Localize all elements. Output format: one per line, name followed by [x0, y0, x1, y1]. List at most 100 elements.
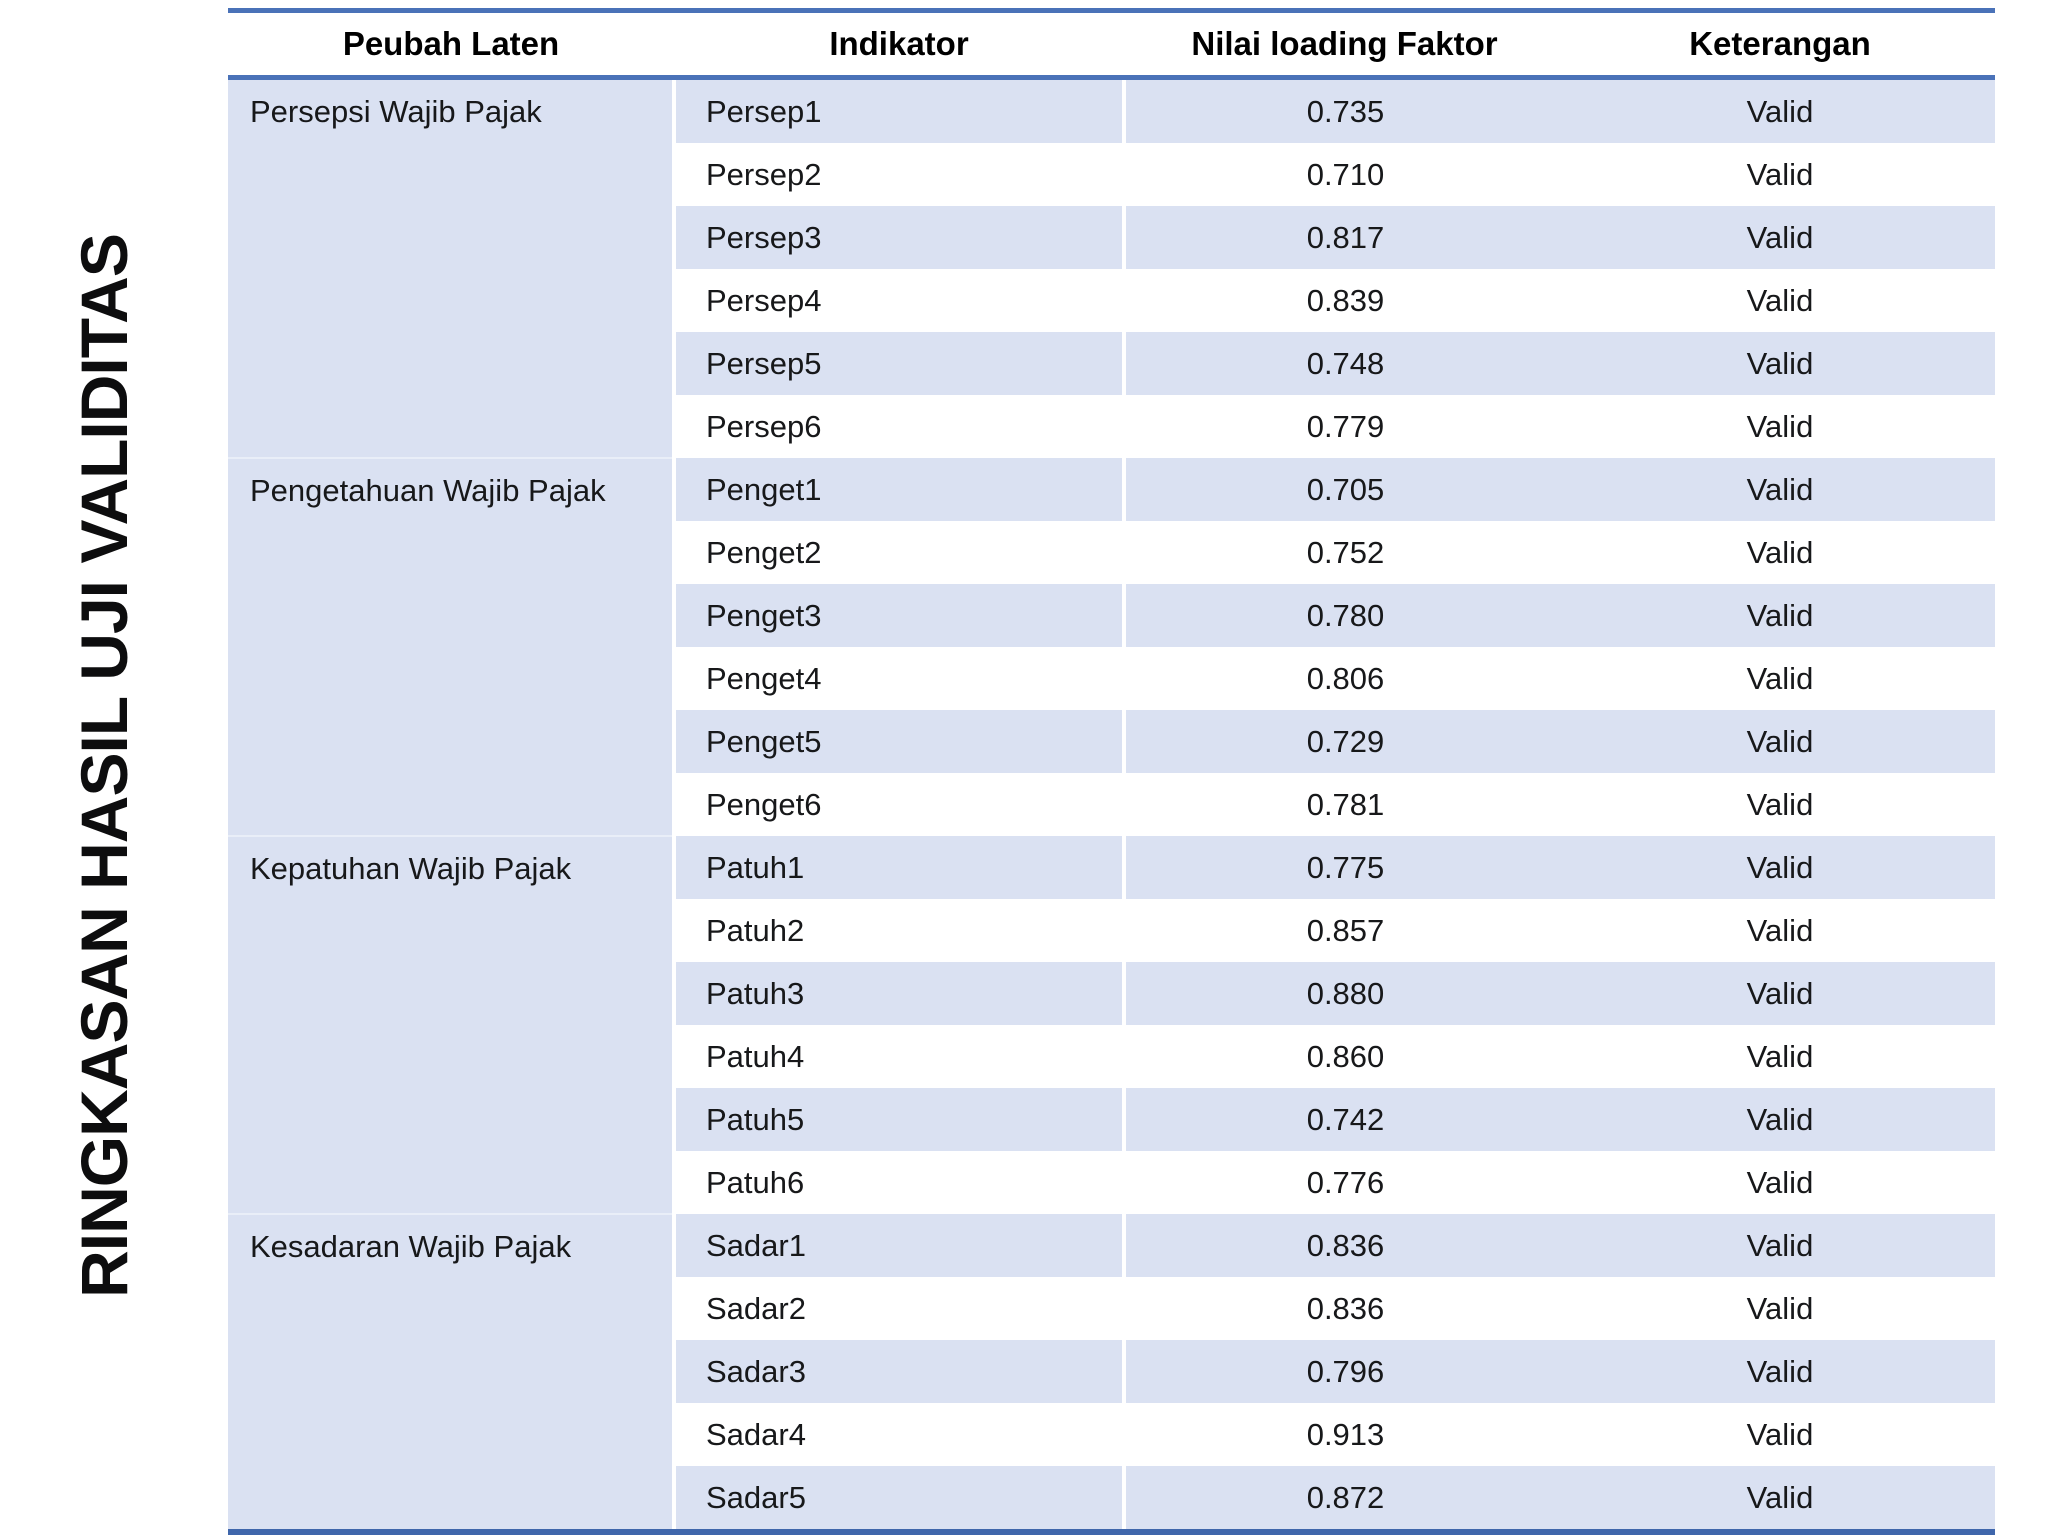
table-row: Persep3 0.817 Valid — [228, 206, 1995, 269]
table-row: Sadar3 0.796 Valid — [228, 1340, 1995, 1403]
column-header-nilai-loading-faktor: Nilai loading Faktor — [1124, 10, 1565, 80]
status-cell: Valid — [1565, 269, 1995, 332]
indicator-cell: Persep3 — [674, 206, 1126, 269]
indicator-cell: Sadar3 — [674, 1340, 1126, 1403]
indicator-cell: Patuh6 — [674, 1151, 1126, 1214]
loading-factor-cell: 0.839 — [1124, 269, 1565, 332]
indicator-cell: Penget2 — [674, 521, 1126, 584]
loading-factor-cell: 0.752 — [1124, 521, 1565, 584]
loading-factor-cell: 0.836 — [1124, 1214, 1565, 1277]
status-cell: Valid — [1565, 962, 1995, 1025]
table-row: Persep5 0.748 Valid — [228, 332, 1995, 395]
status-cell: Valid — [1565, 647, 1995, 710]
loading-factor-cell: 0.781 — [1124, 773, 1565, 836]
loading-factor-cell: 0.872 — [1124, 1466, 1565, 1532]
loading-factor-cell: 0.776 — [1124, 1151, 1565, 1214]
table-row: Sadar2 0.836 Valid — [228, 1277, 1995, 1340]
group-label-cell: Pengetahuan Wajib Pajak — [228, 457, 676, 836]
indicator-cell: Sadar5 — [674, 1466, 1126, 1532]
loading-factor-cell: 0.710 — [1124, 143, 1565, 206]
table-body: Persepsi Wajib Pajak Persep1 0.735 Valid… — [228, 77, 1995, 1532]
indicator-cell: Persep1 — [674, 77, 1126, 143]
loading-factor-cell: 0.796 — [1124, 1340, 1565, 1403]
table-row: Patuh2 0.857 Valid — [228, 899, 1995, 962]
loading-factor-cell: 0.779 — [1124, 395, 1565, 458]
table-row: Patuh4 0.860 Valid — [228, 1025, 1995, 1088]
indicator-cell: Penget5 — [674, 710, 1126, 773]
indicator-cell: Sadar1 — [674, 1214, 1126, 1277]
status-cell: Valid — [1565, 1277, 1995, 1340]
group-label-cell: Kesadaran Wajib Pajak — [228, 1213, 676, 1532]
status-cell: Valid — [1565, 332, 1995, 395]
group-label-cell: Persepsi Wajib Pajak — [228, 77, 676, 458]
table-row: Sadar5 0.872 Valid — [228, 1466, 1995, 1532]
table-row: Penget5 0.729 Valid — [228, 710, 1995, 773]
indicator-cell: Penget3 — [674, 584, 1126, 647]
validity-table: Peubah Laten Indikator Nilai loading Fak… — [228, 8, 1995, 1535]
loading-factor-cell: 0.836 — [1124, 1277, 1565, 1340]
indicator-cell: Persep5 — [674, 332, 1126, 395]
loading-factor-cell: 0.729 — [1124, 710, 1565, 773]
indicator-cell: Patuh3 — [674, 962, 1126, 1025]
indicator-cell: Penget4 — [674, 647, 1126, 710]
status-cell: Valid — [1565, 143, 1995, 206]
indicator-cell: Sadar4 — [674, 1403, 1126, 1466]
indicator-cell: Penget1 — [674, 458, 1126, 521]
validity-table-container: Peubah Laten Indikator Nilai loading Fak… — [228, 8, 1995, 1535]
loading-factor-cell: 0.705 — [1124, 458, 1565, 521]
status-cell: Valid — [1565, 1025, 1995, 1088]
column-header-keterangan: Keterangan — [1565, 10, 1995, 80]
status-cell: Valid — [1565, 1151, 1995, 1214]
loading-factor-cell: 0.817 — [1124, 206, 1565, 269]
indicator-cell: Persep4 — [674, 269, 1126, 332]
table-row: Patuh6 0.776 Valid — [228, 1151, 1995, 1214]
table-row: Patuh3 0.880 Valid — [228, 962, 1995, 1025]
table-row: Persep2 0.710 Valid — [228, 143, 1995, 206]
slide-title: RINGKASAN HASIL UJI VALIDITAS — [67, 234, 141, 1298]
status-cell: Valid — [1565, 458, 1995, 521]
loading-factor-cell: 0.735 — [1124, 77, 1565, 143]
status-cell: Valid — [1565, 899, 1995, 962]
table-row: Kesadaran Wajib Pajak Sadar1 0.836 Valid — [228, 1213, 1995, 1532]
loading-factor-cell: 0.880 — [1124, 962, 1565, 1025]
status-cell: Valid — [1565, 1340, 1995, 1403]
status-cell: Valid — [1565, 521, 1995, 584]
loading-factor-cell: 0.913 — [1124, 1403, 1565, 1466]
status-cell: Valid — [1565, 1088, 1995, 1151]
status-cell: Valid — [1565, 773, 1995, 836]
table-row: Patuh5 0.742 Valid — [228, 1088, 1995, 1151]
column-header-peubah-laten: Peubah Laten — [228, 10, 674, 80]
loading-factor-cell: 0.860 — [1124, 1025, 1565, 1088]
table-row: Penget2 0.752 Valid — [228, 521, 1995, 584]
indicator-cell: Persep2 — [674, 143, 1126, 206]
status-cell: Valid — [1565, 395, 1995, 458]
column-header-indikator: Indikator — [674, 10, 1124, 80]
indicator-cell: Persep6 — [674, 395, 1126, 458]
status-cell: Valid — [1565, 1466, 1995, 1532]
table-row: Sadar4 0.913 Valid — [228, 1403, 1995, 1466]
status-cell: Valid — [1565, 836, 1995, 899]
status-cell: Valid — [1565, 710, 1995, 773]
indicator-cell: Patuh4 — [674, 1025, 1126, 1088]
status-cell: Valid — [1565, 77, 1995, 143]
loading-factor-cell: 0.780 — [1124, 584, 1565, 647]
loading-factor-cell: 0.857 — [1124, 899, 1565, 962]
loading-factor-cell: 0.742 — [1124, 1088, 1565, 1151]
indicator-cell: Patuh2 — [674, 899, 1126, 962]
indicator-cell: Patuh1 — [674, 836, 1126, 899]
indicator-cell: Penget6 — [674, 773, 1126, 836]
table-row: Pengetahuan Wajib Pajak Penget1 0.705 Va… — [228, 457, 1995, 836]
status-cell: Valid — [1565, 206, 1995, 269]
loading-factor-cell: 0.748 — [1124, 332, 1565, 395]
table-row: Penget6 0.781 Valid — [228, 773, 1995, 836]
group-label-cell: Kepatuhan Wajib Pajak — [228, 835, 676, 1214]
table-row: Kepatuhan Wajib Pajak Patuh1 0.775 Valid — [228, 835, 1995, 1214]
loading-factor-cell: 0.775 — [1124, 836, 1565, 899]
header-row: Peubah Laten Indikator Nilai loading Fak… — [228, 10, 1995, 80]
table-row: Persep4 0.839 Valid — [228, 269, 1995, 332]
status-cell: Valid — [1565, 1214, 1995, 1277]
loading-factor-cell: 0.806 — [1124, 647, 1565, 710]
status-cell: Valid — [1565, 1403, 1995, 1466]
indicator-cell: Patuh5 — [674, 1088, 1126, 1151]
table-row: Persepsi Wajib Pajak Persep1 0.735 Valid — [228, 77, 1995, 458]
